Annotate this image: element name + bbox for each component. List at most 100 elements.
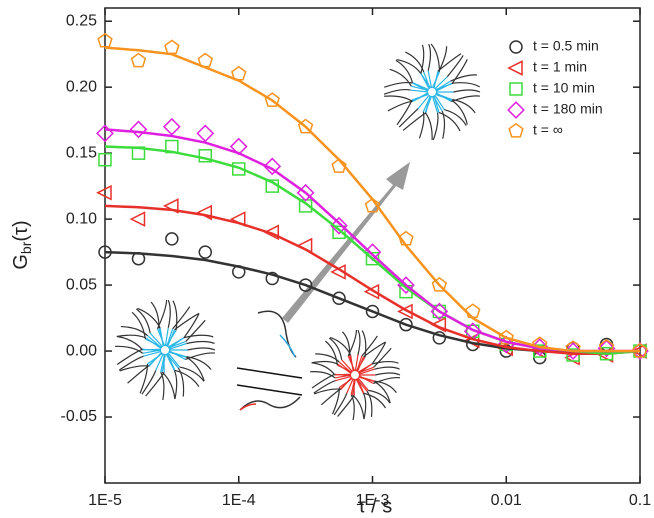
micelle-shell-chain [405, 51, 425, 73]
unimer [239, 396, 301, 411]
micelle-shell-chain [333, 393, 348, 416]
marker [564, 342, 582, 360]
micelle-shell-chain [320, 388, 341, 406]
micelle-shell-chain [383, 88, 411, 95]
micelle-shell-chain [357, 329, 361, 356]
marker [298, 278, 313, 292]
micelle-shell-chain [441, 110, 446, 139]
micelle-shell-chain [384, 81, 413, 88]
micelle-shell-chain [139, 364, 149, 394]
micelle-core-chain [356, 355, 363, 372]
micelle-shell-chain [420, 44, 425, 74]
micelle-shell-chain [453, 89, 481, 93]
marker [597, 339, 616, 358]
marker [97, 32, 113, 48]
micelle-core-chain [431, 95, 439, 114]
micelle-core-chain [411, 85, 429, 91]
marker [263, 157, 282, 176]
micelle-shell-chain [185, 352, 215, 360]
micelle-shell-chain [350, 394, 355, 421]
micelle-shell-chain [438, 111, 461, 132]
micelle-shell-chain [361, 335, 378, 357]
micelle-shell-chain [311, 373, 335, 389]
micelle-shell-chain [371, 341, 387, 365]
y-tick-label: 0.15 [66, 144, 97, 161]
micelle-core-chain [357, 377, 369, 391]
micelle-shell-chain [131, 311, 146, 340]
micelle-shell-chain [186, 356, 212, 370]
micelle-shell-chain [374, 380, 397, 393]
micelle-core-chain [156, 328, 166, 347]
micelle-shell-chain [174, 312, 200, 331]
x-tick-label: 1E-4 [222, 492, 256, 509]
micelle-core-chain [334, 374, 352, 379]
micelle-core-chain [148, 351, 163, 367]
micelle-core-chain [168, 337, 185, 350]
micelle-shell-chain [424, 112, 433, 141]
y-tick-label: 0.20 [66, 78, 97, 95]
micelle-shell-chain [371, 360, 399, 365]
micelle-core-chain [142, 348, 162, 351]
marker [263, 224, 279, 241]
micelle-core-chain [435, 93, 453, 101]
marker [129, 211, 146, 227]
micelle-core-chain [149, 332, 164, 348]
micelle-shell-chain [374, 366, 400, 370]
micelle-shell-chain [450, 74, 477, 82]
legend-marker [509, 40, 523, 54]
micelle-shell-chain [328, 337, 343, 360]
x-axis-label: τ / s [358, 495, 393, 517]
marker [331, 158, 347, 173]
micelle-shell-chain [384, 95, 413, 102]
micelle-shell-chain [337, 394, 355, 417]
micelle-shell-chain [161, 371, 176, 400]
marker [431, 276, 448, 292]
micelle-shell-chain [368, 389, 391, 404]
micelle-core-chain [335, 375, 352, 382]
micelle-core-chain [356, 356, 365, 373]
marker [164, 39, 180, 55]
micelle-shell-chain [156, 299, 168, 330]
micelle-core-chain [334, 373, 352, 376]
legend-marker [508, 122, 524, 138]
micelle-shell-chain [432, 112, 439, 141]
marker [196, 124, 215, 143]
y-tick-label: 0.25 [66, 12, 97, 29]
micelle-core-chain [412, 82, 430, 91]
y-tick-label: 0.10 [66, 210, 97, 227]
micelle-core-chain [433, 71, 439, 89]
micelle-shell-chain [363, 392, 387, 409]
legend-label: t = 1 min [533, 59, 587, 75]
y-label-suffix: (τ) [10, 220, 32, 241]
micelle-core-chain [425, 95, 431, 113]
micelle-shell-chain [145, 372, 165, 397]
micelle-core-chain [166, 328, 174, 347]
marker [96, 184, 112, 201]
micelle-shell-chain [373, 347, 392, 368]
micelle-shell-chain [361, 330, 367, 358]
unimer [239, 403, 257, 411]
micelle-core-chain [434, 76, 448, 90]
legend-marker [507, 101, 525, 119]
micelle-shell-chain [395, 59, 414, 83]
micelle-shell-chain [363, 341, 386, 358]
micelle-shell-chain [119, 365, 150, 372]
micelle-shell-chain [183, 313, 200, 339]
micelle-core-chain [164, 327, 169, 347]
micelle-shell-chain [185, 319, 206, 342]
micelle-shell-chain [310, 371, 336, 379]
legend-label: t = 180 min [533, 101, 603, 117]
illustration [115, 43, 481, 421]
micelle-shell-chain [402, 112, 427, 131]
micelle-shell-chain [135, 308, 151, 334]
micelle-shell-chain [375, 372, 401, 376]
micelle-shell-chain [186, 340, 215, 345]
micelle-shell-chain [389, 68, 412, 87]
fit-line [104, 46, 640, 353]
micelle-shell-chain [141, 370, 157, 395]
x-tick-label: 1E-3 [356, 492, 390, 509]
x-tick-label: 0.1 [629, 492, 651, 509]
micelle-shell-chain [347, 330, 358, 357]
marker [165, 232, 179, 246]
micelle-core-chain [435, 80, 451, 91]
